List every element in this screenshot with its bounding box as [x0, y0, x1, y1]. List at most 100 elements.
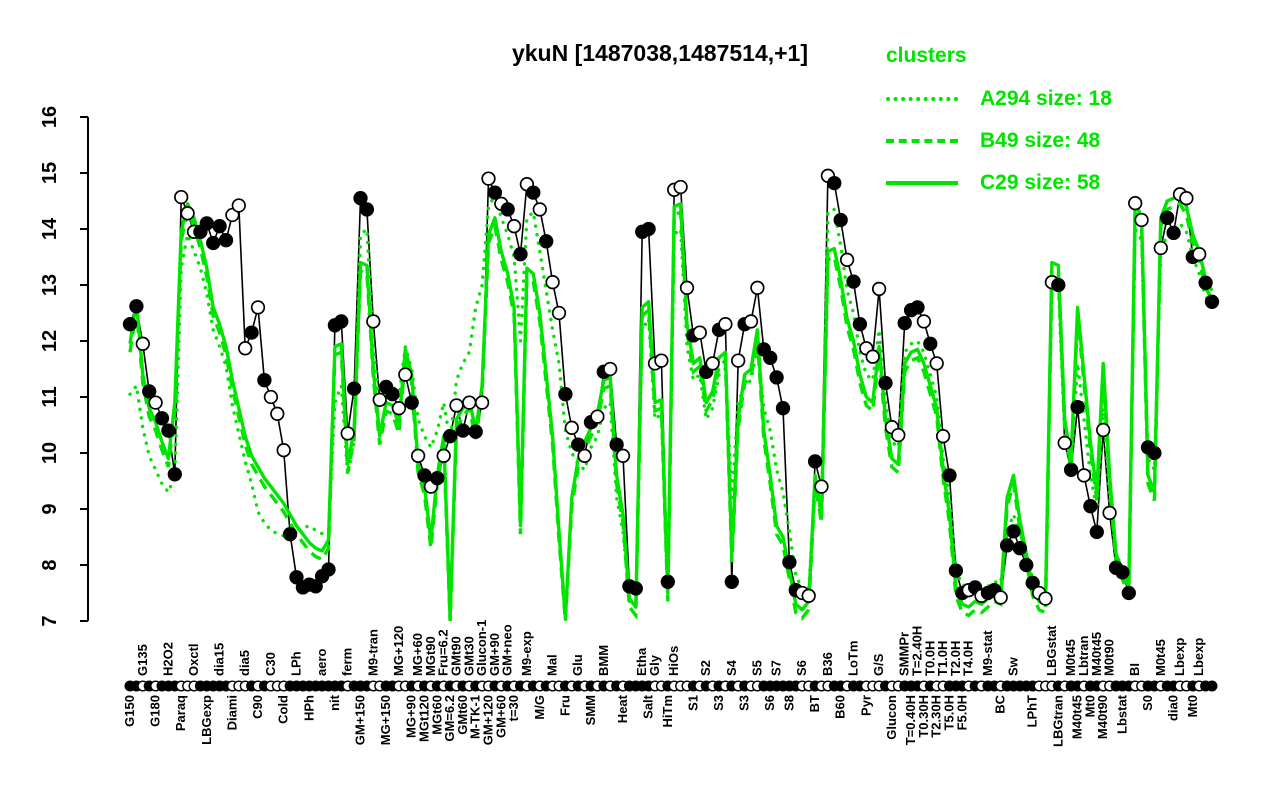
filled-point-marker [1063, 462, 1079, 477]
condition-label: S4 [724, 659, 739, 676]
y-tick-label: 15 [39, 162, 61, 184]
filled-point-marker [442, 429, 458, 444]
open-point-marker [1179, 191, 1194, 206]
filled-point-marker [353, 191, 368, 206]
filled-point-marker [923, 336, 938, 351]
filled-point-marker [359, 202, 375, 217]
legend-entry-label: A294 size: 18 [980, 87, 1112, 110]
condition-label: GMt30 [461, 636, 476, 676]
filled-point-marker [852, 317, 868, 332]
condition-label: Glucon-1 [474, 620, 489, 676]
open-point-marker [801, 588, 816, 603]
filled-point-marker [571, 437, 586, 452]
condition-label: S5 [749, 660, 764, 676]
condition-label: M9-stat [980, 630, 995, 676]
filled-point-marker [1198, 275, 1213, 290]
condition-label: ferm [340, 648, 355, 676]
condition-label: BT [807, 695, 822, 712]
open-point-marker [577, 448, 592, 463]
condition-label: GM=6.2 [442, 695, 457, 742]
condition-label: Cold [276, 695, 291, 724]
condition-label: Paraq [173, 695, 188, 731]
open-point-marker [474, 395, 490, 410]
condition-label: HiOs [666, 646, 681, 676]
condition-label: S6 [762, 695, 777, 711]
filled-point-marker [154, 411, 170, 426]
open-point-marker [231, 198, 246, 213]
condition-label: C30 [263, 652, 278, 676]
condition-label: HiTm [660, 695, 675, 728]
filled-point-marker [142, 384, 157, 399]
filled-point-marker [724, 574, 739, 589]
filled-point-marker [558, 387, 573, 402]
filled-point-marker [404, 395, 419, 410]
filled-point-marker [782, 555, 797, 570]
condition-label: LPhT [1025, 695, 1040, 728]
filled-point-marker [763, 350, 778, 365]
filled-point-marker [878, 375, 893, 391]
filled-point-marker [430, 471, 445, 486]
open-point-marker [551, 305, 567, 321]
condition-label: M40t45 [1089, 632, 1104, 676]
condition-label: MGt120 [417, 695, 432, 742]
filled-point-marker [1160, 210, 1175, 225]
condition-label: MGt60 [429, 695, 444, 735]
filled-point-marker [321, 562, 336, 577]
filled-point-marker [1115, 565, 1130, 580]
open-point-marker [398, 367, 413, 382]
open-point-marker [372, 392, 387, 407]
open-point-marker [545, 275, 560, 290]
open-point-marker [148, 395, 163, 410]
filled-point-marker [1006, 524, 1021, 539]
open-point-marker [462, 395, 477, 410]
filled-point-marker [282, 527, 298, 542]
filled-point-marker [526, 185, 541, 200]
condition-label: Mt0 [1185, 695, 1200, 717]
condition-label: GMt60 [455, 695, 470, 735]
condition-label: BI [1127, 663, 1142, 676]
condition-label: T2.30H [929, 695, 944, 738]
condition-label: Glu [570, 654, 585, 676]
open-point-marker [238, 341, 253, 356]
open-point-marker [263, 389, 279, 405]
condition-label: LPh [289, 651, 304, 676]
strip-marker [1206, 680, 1218, 692]
condition-label: BMM [596, 645, 611, 676]
condition-label: LBGtran [1050, 695, 1065, 747]
filled-point-marker [334, 314, 349, 329]
condition-label: B36 [820, 652, 835, 676]
filled-point-marker [897, 315, 912, 331]
filled-point-marker [385, 387, 400, 402]
open-point-marker [1153, 240, 1168, 256]
open-point-marker [814, 479, 829, 494]
filled-point-marker [775, 401, 791, 416]
filled-point-marker [807, 454, 823, 469]
condition-label: S2 [698, 660, 713, 676]
filled-point-marker [1051, 277, 1066, 293]
filled-point-marker [218, 233, 234, 248]
open-point-marker [692, 325, 707, 340]
filled-point-marker [769, 370, 784, 385]
condition-label: Fru [557, 695, 572, 716]
open-point-marker [564, 420, 579, 435]
open-point-marker [615, 448, 631, 463]
condition-label: dia15 [212, 643, 227, 676]
filled-point-marker [827, 175, 842, 191]
condition-label: S0 [1140, 695, 1155, 711]
open-point-marker [1076, 468, 1092, 483]
open-point-marker [679, 280, 695, 295]
y-axis: 7 8 9 10 11 12 13 14 15 16 [39, 106, 89, 627]
condition-label: G135 [135, 644, 150, 676]
open-point-marker [1038, 591, 1053, 606]
open-point-marker [449, 398, 464, 413]
solid-line-icon [886, 181, 958, 185]
condition-label: MGt90 [423, 636, 438, 676]
open-point-marker [481, 171, 496, 186]
legend-entry-b49: B49 size: 48 [886, 120, 1112, 162]
condition-label: GM+neo [500, 624, 515, 676]
condition-label: GM+90 [487, 633, 502, 676]
condition-label: Diami [224, 695, 239, 730]
condition-label: aero [314, 648, 329, 676]
open-point-marker [1102, 505, 1117, 521]
